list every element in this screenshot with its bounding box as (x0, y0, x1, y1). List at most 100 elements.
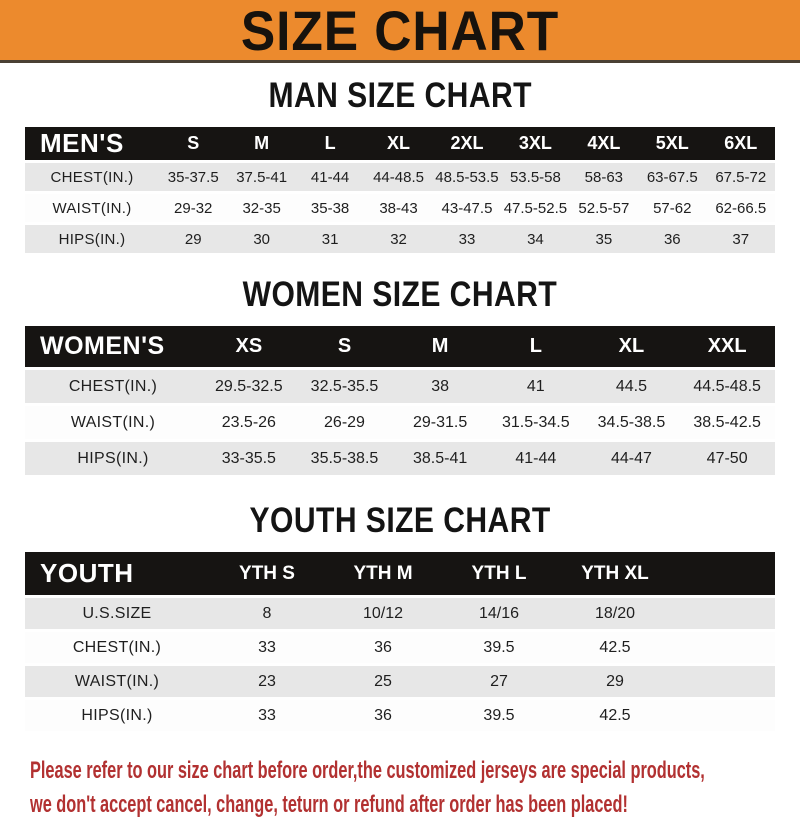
size-cell: 38.5-41 (392, 442, 488, 475)
column-header: 2XL (432, 127, 502, 160)
row-label: WAIST(IN.) (25, 194, 159, 222)
column-header: S (159, 127, 228, 160)
column-header: XL (583, 326, 680, 367)
table-head: MEN'S S M L XL 2XL 3XL 4XL 5XL 6XL (25, 127, 775, 160)
spacer-cell (673, 666, 775, 697)
table-row: CHEST(IN.) 29.5-32.5 32.5-35.5 38 41 44.5 44.5… (25, 370, 775, 403)
size-cell: 23 (209, 666, 325, 697)
row-label: HIPS(IN.) (25, 700, 209, 731)
size-cell: 29-31.5 (392, 406, 488, 439)
spacer-cell (673, 700, 775, 731)
section-heading-text: YOUTH SIZE CHART (249, 501, 551, 540)
size-cell: 43-47.5 (432, 194, 502, 222)
size-cell: 26-29 (296, 406, 393, 439)
column-header: XL (364, 127, 433, 160)
section-heading-text: WOMEN SIZE CHART (242, 275, 558, 314)
size-cell: 62-66.5 (706, 194, 775, 222)
spacer-cell (673, 632, 775, 663)
section-heading: YOUTH SIZE CHART (0, 502, 800, 540)
size-cell: 35-37.5 (159, 163, 228, 191)
size-cell: 32 (364, 225, 433, 253)
table-row: CHEST(IN.) 35-37.5 37.5-41 41-44 44-48.5 48.5… (25, 163, 775, 191)
size-cell: 53.5-58 (501, 163, 570, 191)
size-cell: 25 (325, 666, 441, 697)
size-table: MEN'S S M L XL 2XL 3XL 4XL 5XL 6XL CHEST(IN.) 35-37… (25, 124, 775, 256)
table-title-cell: YOUTH (25, 552, 209, 595)
size-cell: 8 (209, 598, 325, 629)
column-header: 5XL (638, 127, 707, 160)
row-label: HIPS(IN.) (25, 442, 201, 475)
size-cell: 44.5 (583, 370, 680, 403)
size-cell: 33-35.5 (201, 442, 297, 475)
size-cell: 33 (209, 632, 325, 663)
size-cell: 18/20 (557, 598, 673, 629)
size-cell: 52.5-57 (569, 194, 639, 222)
header-row: WOMEN'S XS S M L XL XXL (25, 326, 775, 367)
size-cell: 36 (638, 225, 707, 253)
size-cell: 35-38 (295, 194, 365, 222)
size-section-0: MAN SIZE CHART MEN'S S M L XL 2XL 3XL 4XL 5XL 6XL C… (0, 77, 800, 256)
size-cell: 36 (325, 632, 441, 663)
table-title-cell: MEN'S (25, 127, 159, 160)
size-cell: 37 (706, 225, 775, 253)
size-cell: 48.5-53.5 (432, 163, 502, 191)
size-cell: 35 (569, 225, 639, 253)
row-label: HIPS(IN.) (25, 225, 159, 253)
column-header: L (487, 326, 584, 367)
table-row: HIPS(IN.) 29 30 31 32 33 34 35 36 37 (25, 225, 775, 253)
size-cell: 32-35 (227, 194, 296, 222)
size-cell: 39.5 (441, 632, 557, 663)
sections-container: MAN SIZE CHART MEN'S S M L XL 2XL 3XL 4XL 5XL 6XL C… (0, 77, 800, 734)
table-row: CHEST(IN.) 33 36 39.5 42.5 (25, 632, 775, 663)
size-cell: 10/12 (325, 598, 441, 629)
column-header: 4XL (569, 127, 639, 160)
column-header: S (296, 326, 393, 367)
size-cell: 30 (227, 225, 296, 253)
size-cell: 38 (392, 370, 488, 403)
size-cell: 41 (487, 370, 584, 403)
size-cell: 47-50 (679, 442, 775, 475)
size-cell: 41-44 (295, 163, 365, 191)
table-title-cell: WOMEN'S (25, 326, 201, 367)
column-header: YTH S (209, 552, 325, 595)
size-cell: 31 (295, 225, 365, 253)
row-label: CHEST(IN.) (25, 632, 209, 663)
column-header: M (392, 326, 488, 367)
column-header: 3XL (501, 127, 570, 160)
table-body: CHEST(IN.) 35-37.5 37.5-41 41-44 44-48.5 48.5… (25, 163, 775, 253)
size-cell: 63-67.5 (638, 163, 707, 191)
size-cell: 23.5-26 (201, 406, 297, 439)
notice-line-2: we don't accept cancel, change, teturn o… (30, 788, 800, 822)
size-cell: 47.5-52.5 (501, 194, 570, 222)
column-header: L (295, 127, 365, 160)
size-table: YOUTH YTH S YTH M YTH L YTH XL U.S.SIZE 8 10/12… (25, 549, 775, 734)
size-cell: 32.5-35.5 (296, 370, 393, 403)
size-cell: 29-32 (159, 194, 228, 222)
row-label: CHEST(IN.) (25, 370, 201, 403)
table-head: YOUTH YTH S YTH M YTH L YTH XL (25, 552, 775, 595)
size-section-2: YOUTH SIZE CHART YOUTH YTH S YTH M YTH L YTH … (0, 502, 800, 734)
notice-line-2-text: we don't accept cancel, change, teturn o… (30, 791, 628, 818)
spacer-cell (673, 552, 775, 595)
size-cell: 38-43 (364, 194, 433, 222)
table-row: U.S.SIZE 8 10/12 14/16 18/20 (25, 598, 775, 629)
size-cell: 29 (159, 225, 228, 253)
size-table: WOMEN'S XS S M L XL XXL CHEST(IN.) 29.5-32.5 32.5… (25, 323, 775, 478)
spacer-cell (673, 598, 775, 629)
size-cell: 34 (501, 225, 570, 253)
size-cell: 35.5-38.5 (296, 442, 393, 475)
size-cell: 29.5-32.5 (201, 370, 297, 403)
table-row: WAIST(IN.) 29-32 32-35 35-38 38-43 43-47.5 47.… (25, 194, 775, 222)
notice-line-1: Please refer to our size chart before or… (30, 754, 800, 788)
size-cell: 37.5-41 (227, 163, 296, 191)
section-heading: MAN SIZE CHART (0, 77, 800, 115)
size-cell: 29 (557, 666, 673, 697)
section-heading: WOMEN SIZE CHART (0, 276, 800, 314)
table-row: HIPS(IN.) 33-35.5 35.5-38.5 38.5-41 41-44 44-… (25, 442, 775, 475)
size-cell: 33 (432, 225, 502, 253)
size-cell: 33 (209, 700, 325, 731)
column-header: YTH M (325, 552, 441, 595)
page-title: SIZE CHART (240, 0, 560, 62)
size-cell: 41-44 (487, 442, 584, 475)
